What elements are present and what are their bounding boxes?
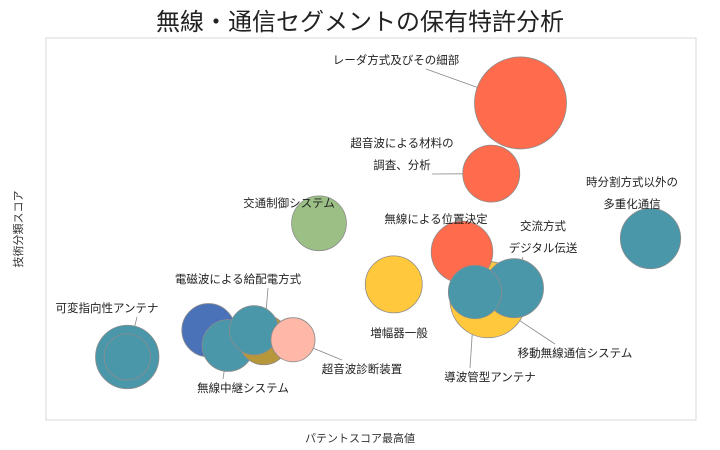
point-label-0: レーダ方式及びその細部 (333, 53, 460, 67)
point-label-line: レーダ方式及びその細部 (333, 53, 460, 67)
point-label-line: 超音波による材料の (350, 136, 453, 150)
leader-line-5 (521, 256, 524, 260)
bubble-6 (364, 255, 423, 314)
point-label-line: 無線中継システム (197, 381, 289, 395)
point-label-6: 増幅器一般 (370, 326, 428, 340)
leader-line-0 (425, 68, 478, 88)
point-label-line: 調査、分析 (373, 158, 431, 172)
x-axis-label: パテントスコア最高値 (305, 431, 415, 445)
bubble-15 (103, 333, 151, 381)
bubble-0 (474, 56, 567, 150)
bubble-11 (229, 305, 279, 356)
point-label-1: 超音波による材料の調査、分析 (350, 136, 453, 172)
chart-title: 無線・通信セグメントの保有特許分析 (156, 8, 564, 36)
point-label-line: 超音波診断装置 (322, 362, 403, 376)
bubble-3 (291, 195, 347, 252)
leader-line-13 (313, 347, 343, 361)
point-label-9: 電磁波による給配電方式 (175, 272, 302, 286)
point-label-line: 電磁波による給配電方式 (175, 272, 302, 286)
point-label-line: デジタル伝送 (509, 241, 578, 255)
point-label-line: 交流方式 (520, 219, 566, 233)
leader-line-7 (519, 320, 556, 345)
point-label-14: 可変指向性アンテナ (55, 301, 158, 315)
point-label-line: 可変指向性アンテナ (55, 301, 158, 315)
point-label-line: 増幅器一般 (370, 326, 428, 340)
bubble-13 (270, 317, 316, 363)
leader-line-12 (222, 371, 225, 380)
point-label-3: 交通制御システム (243, 196, 335, 210)
leader-line-14 (134, 316, 138, 327)
point-label-7: 移動無線通信システム (518, 346, 633, 360)
point-label-line: 移動無線通信システム (518, 346, 633, 360)
point-label-2: 時分割方式以外の多重化通信 (586, 175, 678, 211)
point-label-line: 交通制御システム (243, 196, 335, 210)
point-label-line: 多重化通信 (603, 197, 661, 211)
point-label-8: 導波管型アンテナ (444, 370, 536, 384)
annotations-group: レーダ方式及びその細部超音波による材料の調査、分析時分割方式以外の多重化通信交通… (55, 53, 678, 395)
bubble-8 (447, 264, 503, 320)
point-label-5: 交流方式デジタル伝送 (509, 219, 578, 255)
point-label-13: 超音波診断装置 (322, 362, 403, 376)
point-label-4: 無線による位置決定 (384, 212, 488, 226)
point-label-line: 時分割方式以外の (586, 175, 678, 189)
bubble-2 (619, 207, 682, 270)
point-label-line: 導波管型アンテナ (444, 370, 536, 384)
y-axis-label: 技術分類スコア (12, 191, 25, 268)
point-label-12: 無線中継システム (197, 381, 289, 395)
bubble-1 (462, 144, 521, 203)
bubbles-group (95, 56, 682, 390)
point-label-line: 無線による位置決定 (384, 212, 488, 226)
